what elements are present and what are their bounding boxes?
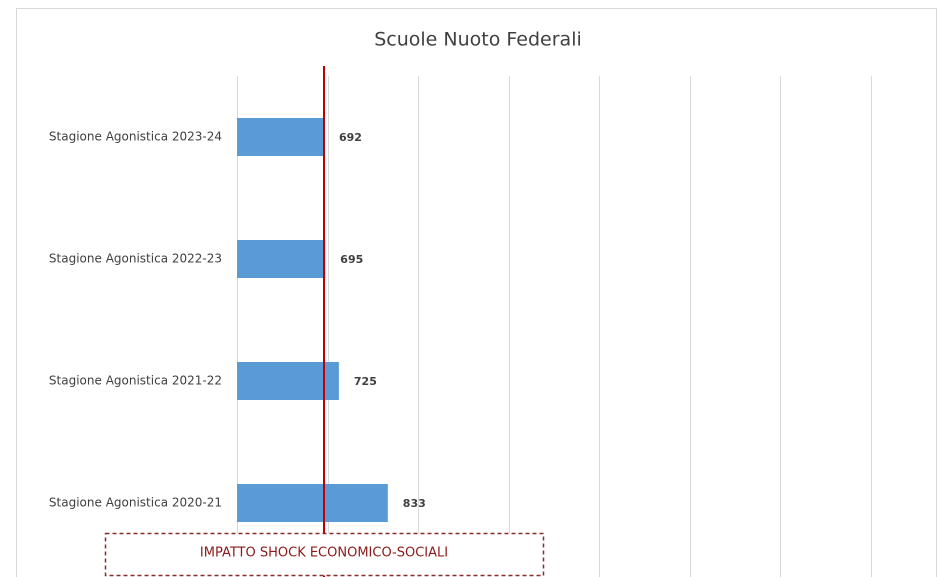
data-label: 833 bbox=[403, 497, 426, 510]
bar bbox=[237, 484, 388, 522]
bar bbox=[237, 362, 339, 400]
annotation: IMPATTO SHOCK ECONOMICO-SOCIALI bbox=[200, 546, 448, 561]
category-label: Stagione Agonistica 2021-22 bbox=[49, 374, 222, 388]
category-label: Stagione Agonistica 2020-21 bbox=[49, 496, 222, 510]
category-label: Stagione Agonistica 2023-24 bbox=[49, 130, 222, 144]
chart-title: Scuole Nuoto Federali bbox=[374, 29, 582, 51]
annotation-box bbox=[104, 532, 545, 577]
chart-frame bbox=[16, 8, 937, 577]
data-label: 695 bbox=[340, 253, 363, 266]
plot: Stagione Agonistica 2023-24 692 Stagione A… bbox=[49, 76, 872, 577]
category-label: Stagione Agonistica 2022-23 bbox=[49, 252, 222, 266]
bar bbox=[237, 240, 326, 278]
data-label: 692 bbox=[339, 131, 362, 144]
bar bbox=[237, 118, 324, 156]
data-label: 725 bbox=[354, 375, 377, 388]
